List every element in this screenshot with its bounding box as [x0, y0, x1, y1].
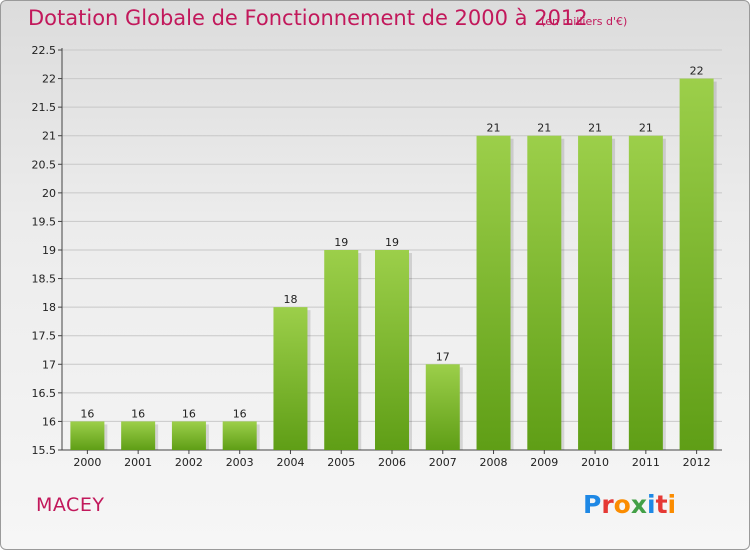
y-tick-label: 19	[42, 244, 56, 257]
data-label: 17	[436, 350, 450, 363]
bar-2010	[578, 135, 613, 450]
logo-letter: i	[667, 490, 677, 519]
bar-2009	[527, 135, 562, 450]
x-tick-label: 2001	[124, 456, 152, 469]
x-tick-label: 2010	[581, 456, 609, 469]
x-tick-label: 2011	[632, 456, 660, 469]
bar-2002	[171, 421, 206, 450]
y-tick-label: 21.5	[32, 101, 57, 114]
data-label: 21	[537, 122, 551, 135]
bar-2003	[222, 421, 257, 450]
y-tick-label: 16	[42, 415, 56, 428]
x-tick-label: 2000	[73, 456, 101, 469]
x-tick-label: 2008	[480, 456, 508, 469]
y-tick-label: 20	[42, 187, 56, 200]
data-label: 21	[487, 122, 501, 135]
bar-2006	[375, 250, 409, 450]
bar-2007	[425, 364, 460, 450]
data-label: 16	[182, 407, 196, 420]
bar-2001	[121, 421, 156, 450]
bar-2012	[679, 78, 714, 451]
bar-2011	[628, 135, 663, 450]
x-tick-label: 2006	[378, 456, 406, 469]
y-tick-label: 17.5	[32, 330, 57, 343]
unit-label: (en milliers d'€)	[541, 15, 628, 28]
bar-2005	[324, 250, 359, 450]
data-label: 18	[283, 293, 297, 306]
commune-name: MACEY	[36, 494, 105, 516]
logo-letter: t	[655, 490, 668, 519]
data-label: 16	[131, 407, 145, 420]
y-tick-label: 20.5	[32, 158, 57, 171]
bar-2008	[476, 135, 511, 450]
y-tick-label: 15.5	[32, 444, 57, 457]
x-tick-label: 2009	[530, 456, 558, 469]
chart-title: Dotation Globale de Fonctionnement de 20…	[28, 6, 588, 30]
x-tick-label: 2007	[429, 456, 457, 469]
y-tick-label: 16.5	[32, 387, 57, 400]
bars	[70, 78, 717, 451]
bar-2004	[273, 307, 308, 450]
x-tick-label: 2004	[276, 456, 304, 469]
logo-letter: i	[647, 490, 656, 519]
y-tick-label: 17	[42, 358, 56, 371]
data-label: 19	[385, 236, 399, 249]
logo-letter: r	[601, 490, 614, 519]
y-tick-label: 19.5	[32, 215, 57, 228]
data-label: 16	[80, 407, 94, 420]
x-tick-label: 2003	[226, 456, 254, 469]
y-tick-labels: 15.5 16 16.5 17 17.5 18 18.5 19 19.5 20 20.5 21 21.5…	[32, 44, 57, 457]
y-tick-label: 18	[42, 301, 56, 314]
logo-letter: o	[613, 490, 631, 519]
data-labels: 16 16 16 16 18 19 19 17 21 21 21 21 22	[80, 65, 703, 421]
data-label: 21	[588, 122, 602, 135]
x-tick-label: 2012	[683, 456, 711, 469]
x-tick-label: 2002	[175, 456, 203, 469]
y-tick-label: 21	[42, 130, 56, 143]
proxiti-logo: Proxiti	[583, 490, 676, 519]
data-label: 16	[233, 407, 247, 420]
logo-letter: P	[583, 490, 602, 519]
y-tick-label: 18.5	[32, 273, 57, 286]
x-tick-label: 2005	[327, 456, 355, 469]
data-label: 19	[334, 236, 348, 249]
data-label: 21	[639, 122, 653, 135]
x-tick-labels: 2000 2001 2002 2003 2004 2005 2006 2007 2008 2009…	[73, 450, 711, 469]
bar-2000	[70, 421, 105, 450]
logo-letter: x	[630, 490, 647, 519]
y-tick-label: 22.5	[32, 44, 57, 57]
y-tick-label: 22	[42, 73, 56, 86]
data-label: 22	[690, 65, 704, 78]
